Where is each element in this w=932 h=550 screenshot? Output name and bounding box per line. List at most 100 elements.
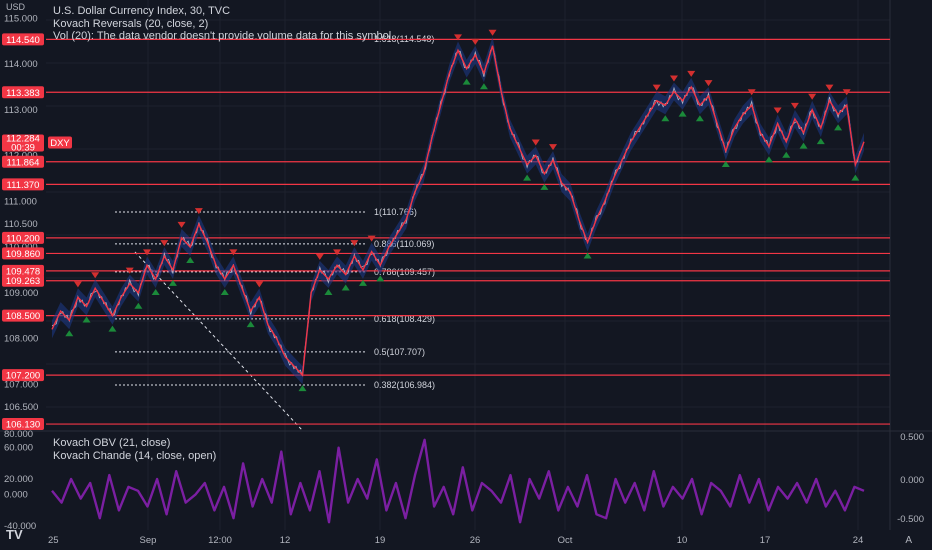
buy-marker-icon <box>358 279 367 286</box>
fib-level-label: 0.382(106.984) <box>374 380 435 390</box>
indicator-legend-reversals[interactable]: Kovach Reversals (20, close, 2) <box>53 18 209 30</box>
x-tick-label: 19 <box>375 535 386 546</box>
buy-marker-icon <box>678 110 687 117</box>
price-tag-label: 113.383 <box>6 88 40 99</box>
fib-level-label: 1(110.766) <box>374 207 417 217</box>
fib-level-label: 0.5(107.707) <box>374 347 425 357</box>
price-tag[interactable] <box>2 33 44 46</box>
buy-marker-icon <box>186 257 195 264</box>
auto-scale-button[interactable]: A <box>905 535 912 546</box>
buy-marker-icon <box>834 124 843 131</box>
sell-marker-icon <box>315 253 324 260</box>
y-tick-label: 111.000 <box>4 196 37 207</box>
price-tag[interactable] <box>2 274 44 287</box>
buy-marker-icon <box>246 321 255 328</box>
x-tick-label: 17 <box>760 535 771 546</box>
sell-marker-icon <box>333 249 342 256</box>
buy-marker-icon <box>851 174 860 181</box>
price-tag-label: 109.263 <box>6 276 40 287</box>
y-tick-label: 114.000 <box>4 59 38 70</box>
osc-left-tick: -40.000 <box>4 521 36 532</box>
fib-level-label: 0.786(109.457) <box>374 267 435 277</box>
chande-oscillator-line[interactable] <box>51 438 865 524</box>
x-tick-label: 25 <box>48 535 59 546</box>
last-price-tag[interactable] <box>2 134 44 152</box>
price-tag-label: 111.370 <box>7 180 40 191</box>
buy-marker-icon <box>341 284 350 291</box>
price-tag[interactable] <box>2 418 44 431</box>
sell-marker-icon <box>177 221 186 228</box>
sell-marker-icon <box>549 144 558 151</box>
sell-marker-icon <box>773 107 782 114</box>
price-tag-label: 109.478 <box>6 266 40 277</box>
osc-right-tick: 0.500 <box>900 432 924 443</box>
sell-marker-icon <box>160 240 169 247</box>
sell-marker-icon <box>194 208 203 215</box>
sell-marker-icon <box>350 240 359 247</box>
sell-marker-icon <box>471 38 480 45</box>
moving-average-line <box>51 45 865 377</box>
indicator-legend-obv[interactable]: Kovach OBV (21, close) <box>53 437 171 449</box>
indicator-legend-chande[interactable]: Kovach Chande (14, close, open) <box>53 450 217 462</box>
x-tick-label: Sep <box>140 535 157 546</box>
sell-marker-icon <box>229 249 238 256</box>
trend-line[interactable] <box>134 251 303 431</box>
price-tag-label: 107.200 <box>6 371 40 382</box>
sell-marker-icon <box>669 75 678 82</box>
buy-marker-icon <box>376 275 385 282</box>
price-tag-label: 111.864 <box>7 157 40 168</box>
symbol-tag[interactable] <box>48 136 72 149</box>
last-price-value: 112.284 <box>6 134 40 145</box>
price-tag-label: 114.540 <box>6 35 40 46</box>
buy-marker-icon <box>324 289 333 296</box>
price-tag-label: 110.200 <box>6 233 40 244</box>
price-tag[interactable] <box>2 247 44 260</box>
buy-marker-icon <box>782 151 791 158</box>
tradingview-logo-icon[interactable]: TV <box>6 527 23 542</box>
sell-marker-icon <box>367 235 376 242</box>
x-tick-label: 12 <box>280 535 291 546</box>
buy-marker-icon <box>523 174 532 181</box>
price-tag[interactable] <box>2 178 44 191</box>
currency-label: USD <box>6 2 26 12</box>
price-tag[interactable] <box>2 309 44 322</box>
y-tick-label: 107.000 <box>4 379 38 390</box>
price-tag[interactable] <box>2 264 44 277</box>
sell-marker-icon <box>825 84 834 91</box>
sell-marker-icon <box>652 84 661 91</box>
x-tick-label: 12:00 <box>208 535 232 546</box>
price-series-line[interactable] <box>51 46 863 377</box>
x-tick-label: 26 <box>470 535 481 546</box>
sell-marker-icon <box>454 34 462 41</box>
sell-marker-icon <box>531 139 540 146</box>
reversal-band <box>52 36 864 385</box>
sell-marker-icon <box>488 29 497 36</box>
sell-marker-icon <box>790 102 799 109</box>
x-tick-label: Oct <box>558 535 573 546</box>
buy-marker-icon <box>298 385 307 392</box>
buy-marker-icon <box>168 279 177 286</box>
osc-left-tick: 0.000 <box>4 490 28 501</box>
y-tick-label: 108.000 <box>4 334 38 345</box>
buy-marker-icon <box>721 160 730 167</box>
buy-marker-icon <box>540 183 549 190</box>
buy-marker-icon <box>108 325 117 332</box>
price-tag[interactable] <box>2 369 44 382</box>
bar-countdown: 00:39 <box>11 143 35 154</box>
osc-right-tick: -0.500 <box>897 514 924 525</box>
fib-level-label: 0.886(110.069) <box>374 239 434 249</box>
indicator-legend-volume[interactable]: Vol (20): The data vendor doesn't provid… <box>53 30 395 42</box>
buy-marker-icon <box>661 115 670 122</box>
price-tag[interactable] <box>2 86 44 99</box>
chart-title[interactable]: U.S. Dollar Currency Index, 30, TVC <box>53 5 231 17</box>
buy-marker-icon <box>583 252 592 259</box>
buy-marker-icon <box>695 115 704 122</box>
sell-marker-icon <box>687 70 696 77</box>
y-tick-label: 109.000 <box>4 288 38 299</box>
price-tag[interactable] <box>2 155 44 168</box>
buy-marker-icon <box>65 330 74 337</box>
buy-marker-icon <box>816 138 825 145</box>
buy-marker-icon <box>764 156 773 163</box>
price-tag[interactable] <box>2 231 44 244</box>
